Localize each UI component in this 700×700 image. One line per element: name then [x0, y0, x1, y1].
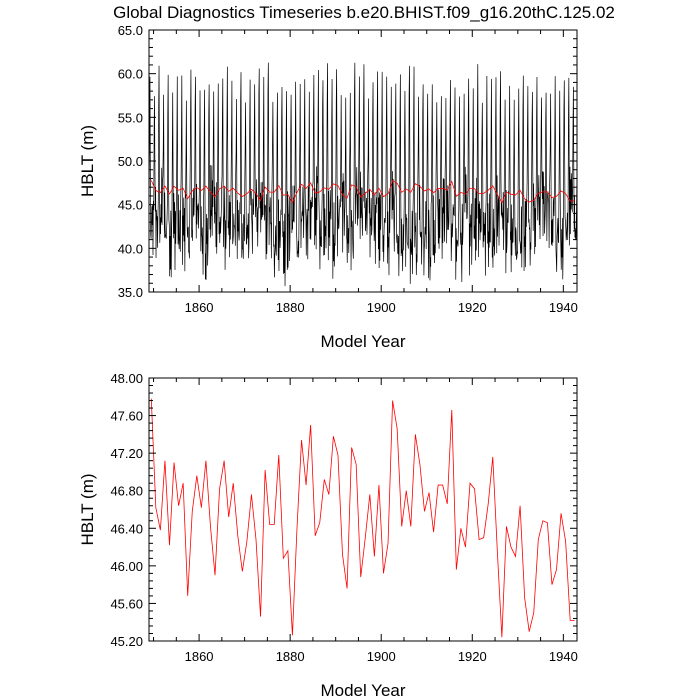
- y-tick-label: 55.0: [118, 110, 143, 125]
- top-panel: 1860 1880 1900 1920 1940 35.0 40.0 45.0 50.0 55.0…: [78, 23, 578, 351]
- y-tick-label: 45.0: [118, 198, 143, 213]
- plot-frame: [148, 377, 578, 642]
- y-tick-label: 60.0: [118, 67, 143, 82]
- x-tick-label: 1900: [367, 649, 396, 664]
- y-tick-label: 35.0: [118, 285, 143, 300]
- x-tick-label: 1860: [185, 649, 214, 664]
- y-tick-label: 46.00: [110, 559, 143, 574]
- x-tick-label: 1880: [276, 649, 305, 664]
- y-tick-label: 46.80: [110, 484, 143, 499]
- x-tick-label: 1900: [367, 300, 396, 315]
- x-tick-label: 1920: [458, 649, 487, 664]
- x-tick-label: 1940: [549, 300, 578, 315]
- y-tick-label: 45.60: [110, 596, 143, 611]
- x-axis-label: Model Year: [320, 681, 405, 700]
- bottom-panel: 1860 1880 1900 1920 1940 45.20 45.60 46.00 46.40…: [78, 371, 578, 700]
- annual-mean-series-line: [150, 179, 575, 204]
- page-title: Global Diagnostics Timeseries b.e20.BHIS…: [113, 3, 615, 22]
- x-tick-label: 1860: [185, 300, 214, 315]
- x-axis-label: Model Year: [320, 332, 405, 351]
- y-axis-label: HBLT (m): [78, 473, 97, 545]
- y-tick-label: 40.0: [118, 241, 143, 256]
- y-tick-label: 45.20: [110, 634, 143, 649]
- y-tick-label: 47.60: [110, 409, 143, 424]
- x-tick-label: 1920: [458, 300, 487, 315]
- y-tick-label: 48.00: [110, 371, 143, 386]
- y-tick-label: 50.0: [118, 154, 143, 169]
- x-tick-label: 1940: [549, 649, 578, 664]
- y-axis-label: HBLT (m): [78, 125, 97, 197]
- y-tick-label: 47.20: [110, 446, 143, 461]
- annual-mean-series-line: [150, 398, 575, 638]
- x-tick-label: 1880: [276, 300, 305, 315]
- y-tick-label: 65.0: [118, 23, 143, 38]
- y-tick-label: 46.40: [110, 521, 143, 536]
